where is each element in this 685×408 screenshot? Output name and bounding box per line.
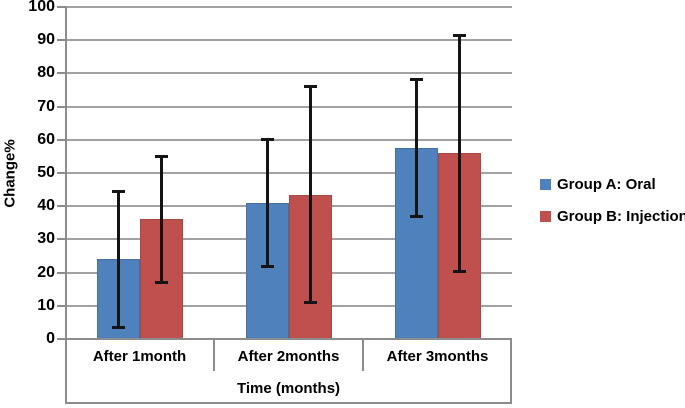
legend-label: Group B: Injection	[557, 207, 685, 225]
x-category-label-2: After 2months	[237, 348, 340, 365]
y-tick-label-90: 90	[37, 31, 55, 49]
error-bar-cap-bottom	[260, 264, 274, 268]
error-bar-stem	[414, 78, 418, 218]
axis-right-border	[510, 338, 512, 404]
x-axis-title: Time (months)	[236, 380, 341, 397]
legend: Group A: Oral Group B: Injection	[540, 176, 685, 240]
axis-bottom-border	[65, 402, 512, 404]
y-tick-60	[57, 138, 66, 141]
gridline-80	[65, 72, 512, 75]
error-bar-group-b-cat2	[303, 85, 317, 305]
y-tick-20	[57, 271, 66, 274]
y-tick-10	[57, 304, 66, 307]
y-tick-0	[57, 338, 66, 340]
y-tick-label-80: 80	[37, 64, 55, 82]
error-bar-cap-bottom	[111, 326, 125, 330]
error-bar-group-a-cat2	[260, 138, 274, 268]
y-tick-label-0: 0	[46, 330, 55, 347]
y-tick-label-10: 10	[37, 296, 55, 314]
x-category-separator-1	[213, 340, 215, 371]
error-bar-group-a-cat1	[111, 189, 125, 330]
y-tick-label-50: 50	[37, 164, 55, 181]
error-bar-group-b-cat1	[154, 154, 168, 285]
y-tick-100	[57, 6, 66, 8]
error-bar-cap-top	[452, 33, 466, 37]
error-bar-cap-top	[409, 78, 423, 82]
error-bar-cap-bottom	[154, 281, 168, 285]
y-tick-label-70: 70	[37, 97, 55, 115]
x-category-label-3: After 3months	[386, 348, 489, 365]
error-bar-cap-top	[260, 138, 274, 142]
error-bar-cap-top	[154, 154, 168, 158]
y-tick-50	[57, 172, 66, 174]
gridline-50	[65, 172, 512, 174]
error-bar-group-a-cat3	[409, 78, 423, 218]
legend-swatch-icon	[540, 178, 551, 190]
error-bar-cap-bottom	[409, 214, 423, 218]
x-category-separator-2	[362, 340, 364, 371]
error-bar-stem	[308, 85, 312, 305]
legend-label: Group A: Oral	[557, 175, 656, 193]
y-tick-label-100: 100	[28, 0, 55, 15]
y-tick-label-20: 20	[37, 263, 55, 281]
y-tick-30	[57, 238, 66, 241]
legend-item-group-b: Group B: Injection	[540, 207, 685, 225]
y-tick-label-30: 30	[37, 230, 55, 248]
error-bar-cap-bottom	[452, 269, 466, 273]
legend-swatch-icon	[540, 210, 551, 222]
gridline-60	[65, 138, 512, 141]
gridline-90	[65, 39, 512, 42]
error-bar-stem	[457, 33, 461, 273]
y-tick-70	[57, 105, 66, 108]
plot-area	[65, 6, 512, 339]
error-bar-group-b-cat3	[452, 33, 466, 273]
y-tick-label-40: 40	[37, 197, 55, 215]
gridline-100	[65, 6, 512, 8]
y-tick-label-60: 60	[37, 130, 55, 148]
error-bar-cap-top	[303, 85, 317, 89]
error-bar-cap-top	[111, 189, 125, 193]
y-tick-80	[57, 72, 66, 75]
error-bar-stem	[159, 154, 163, 285]
gridline-70	[65, 105, 512, 108]
x-category-label-1: After 1month	[92, 348, 187, 365]
error-bar-stem	[265, 138, 269, 268]
y-tick-40	[57, 205, 66, 208]
legend-item-group-a: Group A: Oral	[540, 175, 685, 193]
error-bar-stem	[116, 189, 120, 330]
error-bar-cap-bottom	[303, 301, 317, 305]
y-tick-90	[57, 39, 66, 42]
y-axis-line	[65, 7, 67, 404]
x-axis-line	[65, 338, 512, 340]
